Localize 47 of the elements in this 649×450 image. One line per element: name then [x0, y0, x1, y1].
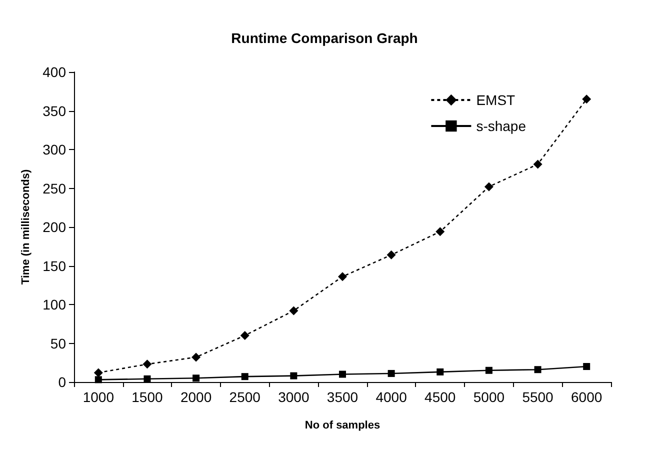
point	[94, 376, 102, 384]
point	[436, 227, 445, 236]
y-tick-label: 200	[42, 219, 66, 235]
point	[583, 363, 590, 370]
point	[339, 370, 346, 378]
x-tick-label: 2000	[180, 389, 212, 405]
y-tick-label: 0	[58, 374, 66, 390]
point	[338, 272, 347, 282]
point	[144, 375, 151, 382]
point	[142, 360, 152, 369]
x-tick-label: 5000	[473, 389, 505, 405]
point	[289, 306, 298, 316]
x-tick-label: 4500	[424, 389, 456, 405]
x-tick-label: 1000	[82, 389, 114, 405]
point	[386, 250, 396, 260]
x-axis-title: No of samples	[304, 420, 380, 432]
y-tick-label: 350	[42, 102, 66, 119]
point	[436, 368, 444, 376]
y-axis-title: Time (in milliseconds)	[20, 169, 32, 285]
y-tick-label: 300	[42, 142, 66, 158]
point	[240, 331, 250, 340]
x-tick-label: 3000	[278, 389, 310, 405]
point	[582, 94, 592, 104]
point	[241, 373, 248, 380]
point	[533, 160, 542, 169]
x-tick-label: 3500	[326, 389, 358, 405]
point	[94, 368, 103, 378]
point	[192, 374, 200, 382]
y-tick-label: 150	[42, 258, 66, 274]
point	[192, 352, 201, 362]
point	[485, 366, 492, 374]
legend-label: EMST	[476, 92, 516, 108]
point	[388, 370, 395, 377]
x-tick-label: 1500	[132, 389, 164, 405]
point	[484, 182, 494, 192]
x-tick-label: 5500	[522, 389, 554, 405]
legend-label: s-shape	[476, 118, 526, 134]
y-tick-label: 50	[50, 335, 66, 352]
chart-title: Runtime Comparison Graph	[231, 30, 418, 46]
y-tick-label: 400	[42, 64, 66, 80]
point	[290, 372, 298, 380]
y-tick-label: 250	[42, 180, 66, 196]
y-tick-label: 100	[42, 296, 66, 312]
x-tick-label: 2500	[229, 389, 261, 405]
x-tick-label: 4000	[376, 389, 408, 405]
x-tick-label: 6000	[571, 389, 602, 405]
point	[534, 366, 542, 374]
